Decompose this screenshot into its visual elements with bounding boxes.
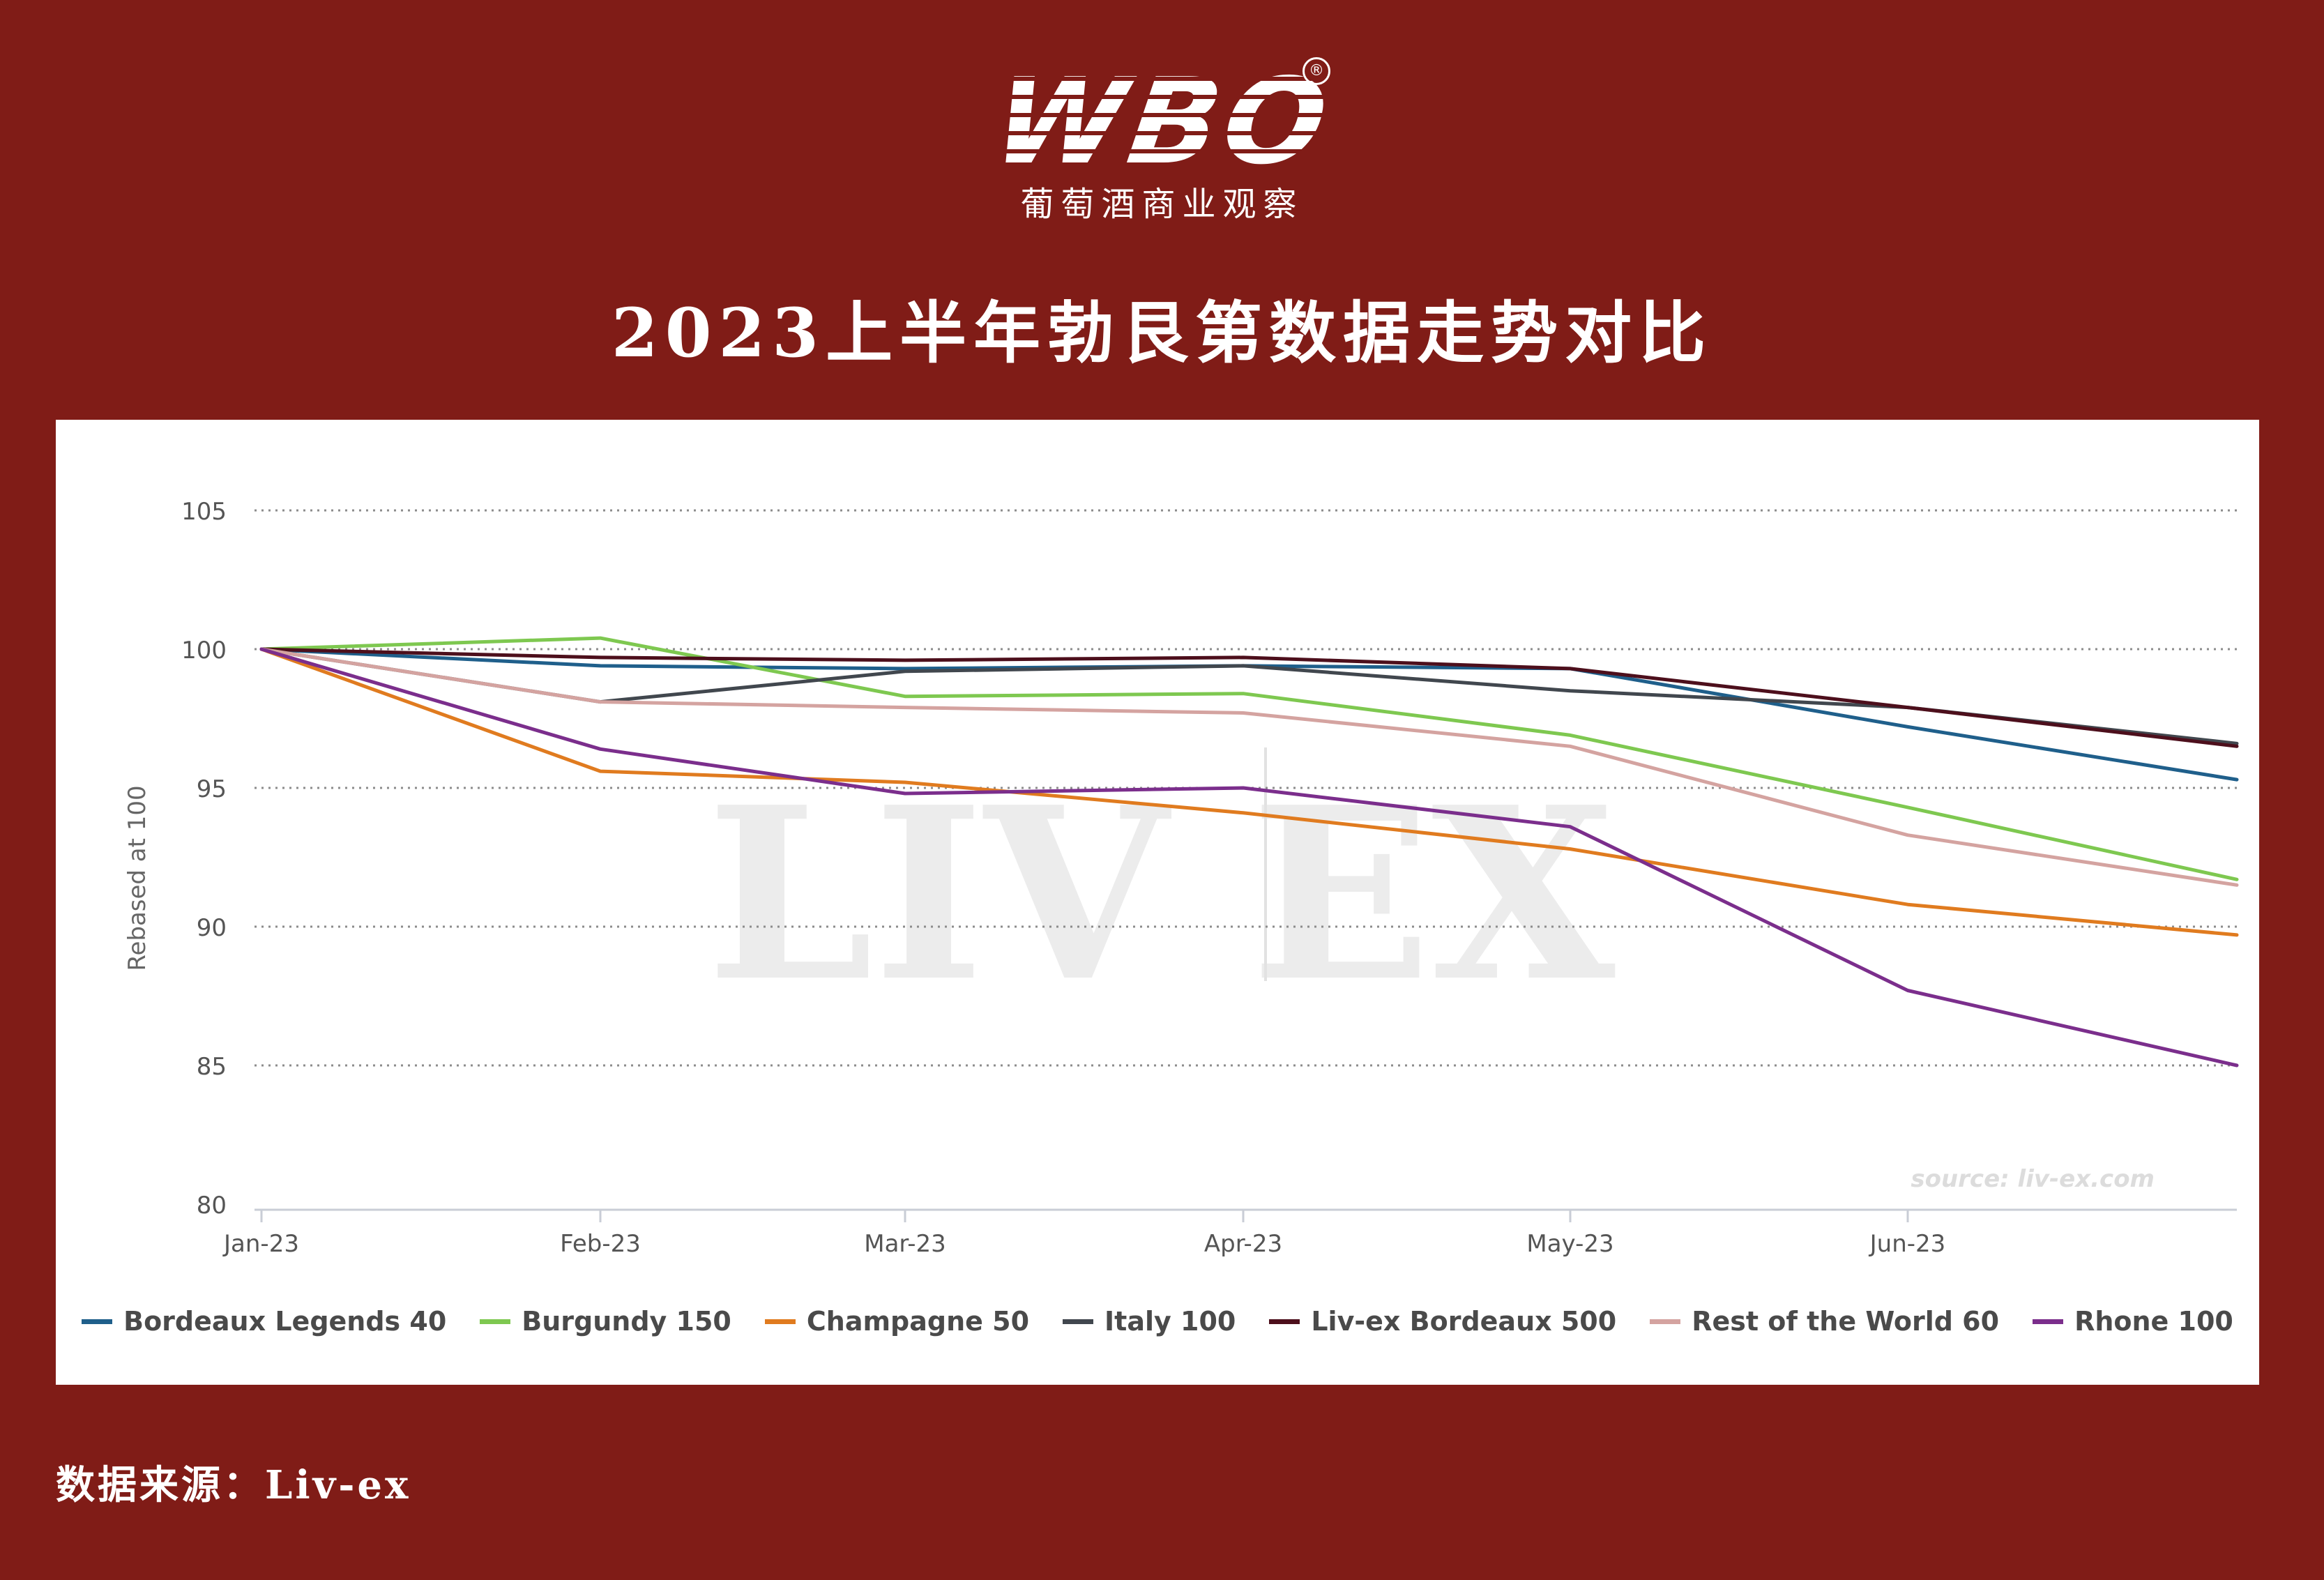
y-axis-label: Rebased at 100 [123,785,151,971]
legend-swatch [2033,1319,2064,1324]
legend-label: Italy 100 [1104,1306,1236,1337]
x-tick-label: Jan-23 [222,1230,299,1258]
legend-swatch [480,1319,511,1324]
legend-label: Rhone 100 [2074,1306,2233,1337]
legend-label: Champagne 50 [806,1306,1030,1337]
brand-subtitle: 葡萄酒商业观察 [1020,185,1304,224]
legend-label: Liv-ex Bordeaux 500 [1311,1306,1617,1337]
legend-item[interactable]: Champagne 50 [764,1306,1030,1337]
series-lines [259,636,2239,1068]
brand-logo: WBO [0,53,2324,191]
legend-item[interactable]: Rest of the World 60 [1650,1306,1999,1337]
source-credit: source: liv-ex.com [1911,1165,2155,1193]
watermark: LIV EX [706,747,1616,1034]
legend-swatch [764,1319,796,1324]
legend-item[interactable]: Bordeaux Legends 40 [82,1306,446,1337]
series-line-burgundy-150 [259,636,2239,881]
legend-label: Bordeaux Legends 40 [123,1306,447,1337]
x-tick-label: May-23 [1526,1230,1613,1258]
legend-swatch [1269,1319,1300,1324]
line-chart: LIV EX 80 85 90 95 100 105 Jan-23 Feb-23 Mar-23… [123,498,2239,1258]
series-line-liv-ex-bordeaux-500 [259,647,2239,748]
legend-item[interactable]: Liv-ex Bordeaux 500 [1269,1306,1616,1337]
legend-label: Burgundy 150 [522,1306,731,1337]
legend-label: Rest of the World 60 [1692,1306,2000,1337]
legend-swatch [1063,1319,1094,1324]
page-title: 2023上半年勃艮第数据走势对比 [611,294,1713,372]
x-tick-label: Mar-23 [864,1230,946,1258]
watermark-text: LIV EX [706,756,1616,1034]
chart-panel: LIV EX 80 85 90 95 100 105 Jan-23 Feb-23 Mar-23… [56,420,2259,1385]
legend-item[interactable]: Rhone 100 [2033,1306,2233,1337]
series-line-rhone-100 [259,647,2239,1068]
series-line-rest-of-the-world-60 [259,647,2239,887]
x-tick-label: Apr-23 [1204,1230,1282,1258]
y-tick-label: 105 [181,498,227,526]
series-line-champagne-50 [259,647,2239,937]
registered-mark-icon: ® [1302,57,1330,85]
brand-logo-text: WBO [985,53,1339,191]
chart-legend: Bordeaux Legends 40 Burgundy 150 Champagne… [56,1304,2259,1339]
legend-item[interactable]: Burgundy 150 [480,1306,731,1337]
legend-item[interactable]: Italy 100 [1063,1306,1236,1337]
legend-swatch [82,1319,113,1324]
y-tick-label: 100 [181,637,227,664]
y-tick-label: 95 [197,775,227,803]
source-note: 数据来源：Liv-ex [56,1462,411,1508]
y-tick-label: 80 [197,1192,227,1220]
legend-swatch [1650,1319,1681,1324]
y-tick-label: 90 [197,914,227,942]
x-tick-label: Jun-23 [1869,1230,1946,1258]
axes: Jan-23 Feb-23 Mar-23 Apr-23 May-23 Jun-23 Reba… [123,785,2237,1258]
y-tick-label: 85 [197,1053,227,1081]
x-tick-label: Feb-23 [560,1230,641,1258]
brand-logo-mark: WBO [979,53,1345,191]
